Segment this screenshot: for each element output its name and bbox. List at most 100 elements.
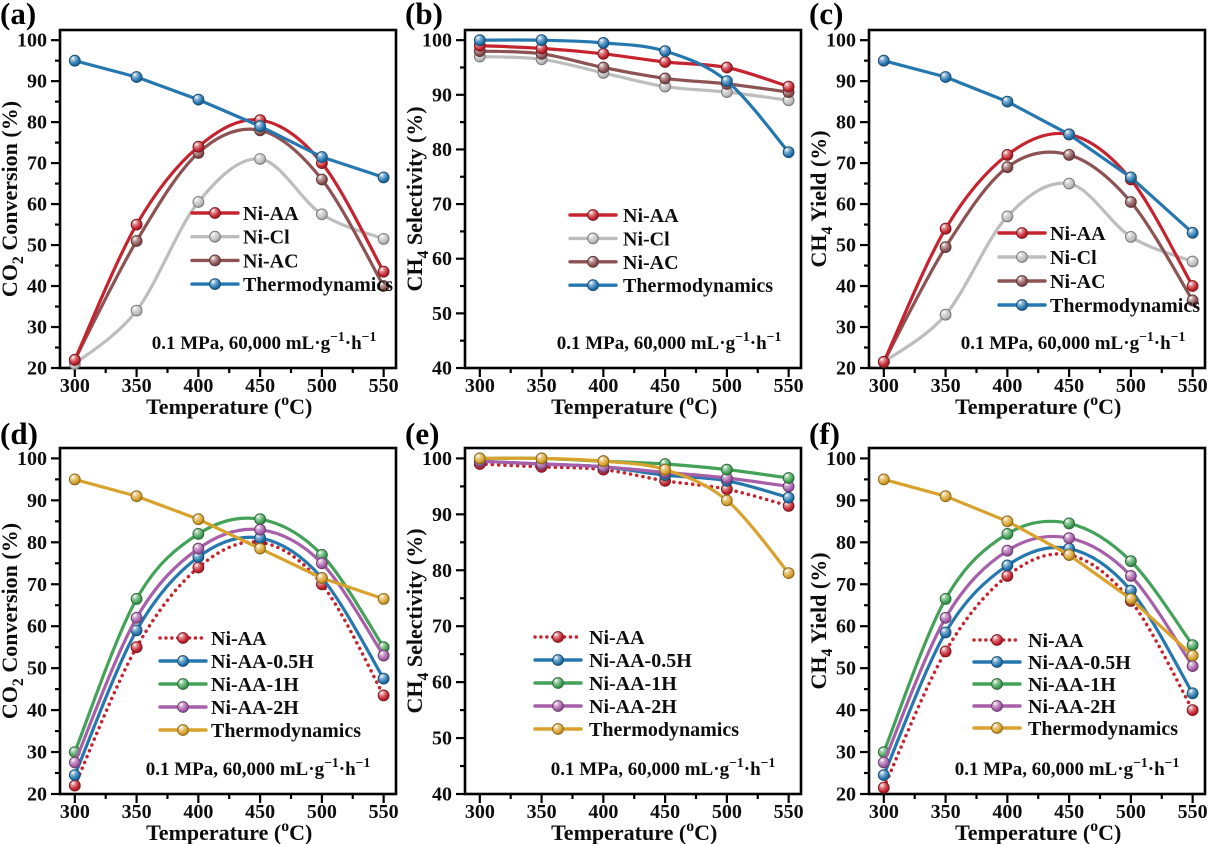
- legend-marker-Ni-AA-2H: [177, 701, 189, 713]
- data-point-marker: [721, 463, 733, 476]
- series-line-Ni-AA: [73, 118, 386, 362]
- y-tick-label: 20: [27, 784, 47, 806]
- data-point-marker: [877, 473, 890, 486]
- data-point-marker: [68, 54, 81, 67]
- y-tick-label: 70: [432, 616, 452, 638]
- data-point-marker: [659, 56, 672, 68]
- series-line-Ni-AA: [882, 552, 1195, 790]
- legend-marker-Ni-AA-1H: [177, 678, 189, 690]
- data-point-marker: [316, 572, 328, 584]
- data-point-marker: [597, 455, 610, 468]
- data-point-marker: [1186, 649, 1199, 662]
- legend-marker-Ni-Cl: [209, 230, 221, 243]
- y-tick-label: 90: [432, 84, 452, 106]
- data-point-marker: [1186, 255, 1199, 268]
- chart-panel-f: 20 30 40 50 60 70 80 90 100 300 350 400 450 500 550 Tem…: [809, 446, 1208, 844]
- legend-label-Thermodynamics: Thermodynamics: [1050, 295, 1200, 317]
- legend-label-Ni-AA-1H: Ni-AA-1H: [1028, 674, 1116, 696]
- x-tick-label: 400: [183, 801, 213, 823]
- plot-frame: [463, 28, 803, 370]
- data-point-marker: [377, 280, 390, 292]
- data-point-marker: [254, 523, 267, 536]
- x-tick-label: 500: [1116, 801, 1146, 823]
- panel-label-a: (a): [0, 0, 37, 31]
- data-point-marker: [1063, 149, 1076, 161]
- data-point-marker: [535, 34, 548, 47]
- x-tick-label: 350: [527, 801, 557, 823]
- legend-label-Ni-AA: Ni-AA: [1050, 223, 1106, 245]
- data-point-marker: [254, 542, 267, 555]
- x-tick-label: 300: [60, 801, 90, 823]
- series-line-Thermodynamics: [882, 477, 1195, 658]
- x-tick-label: 500: [307, 801, 337, 823]
- legend-marker-Ni-AA-0.5H: [177, 655, 189, 667]
- data-point-marker: [316, 557, 328, 570]
- series-line-Thermodynamics: [73, 477, 386, 601]
- data-point-marker: [939, 593, 952, 605]
- data-point-marker: [939, 611, 952, 624]
- y-tick-label: 80: [27, 112, 47, 134]
- x-tick-label: 300: [869, 375, 899, 397]
- legend-label-Ni-Cl: Ni-Cl: [623, 228, 670, 250]
- data-point-marker: [659, 463, 672, 476]
- data-point-marker: [1063, 517, 1076, 530]
- x-tick-label: 300: [465, 375, 495, 397]
- x-tick-label: 300: [60, 375, 90, 397]
- legend-marker-Ni-AA-2H: [552, 700, 564, 712]
- data-point-marker: [1001, 149, 1014, 161]
- data-point-marker: [377, 265, 390, 278]
- data-point-marker: [659, 72, 672, 85]
- y-tick-label: 90: [432, 504, 452, 526]
- y-tick-label: 20: [836, 784, 856, 806]
- legend-label-Ni-AA: Ni-AA: [589, 627, 645, 649]
- data-point-marker: [877, 54, 890, 67]
- y-tick-label: 100: [17, 448, 47, 470]
- data-point-marker: [782, 80, 795, 93]
- data-point-marker: [1001, 559, 1014, 572]
- panel-label-e: (e): [405, 416, 440, 451]
- x-tick-label: 400: [992, 801, 1022, 823]
- data-point-marker: [1125, 171, 1137, 184]
- data-point-marker: [130, 218, 143, 231]
- series-line-Ni-AA: [73, 540, 386, 788]
- data-point-marker: [377, 672, 390, 685]
- data-point-marker: [316, 173, 328, 186]
- y-tick-label: 30: [27, 317, 47, 339]
- legend-marker-Ni-AC: [209, 254, 221, 267]
- data-point-marker: [130, 593, 143, 605]
- x-tick-label: 300: [465, 801, 495, 823]
- legend-marker-Ni-AA: [209, 207, 221, 219]
- y-tick-label: 100: [826, 448, 856, 470]
- data-point-marker: [782, 472, 795, 484]
- y-tick-label: 90: [836, 71, 856, 93]
- x-tick-label: 550: [1178, 375, 1208, 397]
- data-point-marker: [1125, 555, 1137, 568]
- data-point-marker: [130, 490, 143, 503]
- y-tick-label: 30: [27, 742, 47, 764]
- series-line-Ni-AA-1H: [882, 519, 1195, 754]
- x-tick-label: 400: [588, 801, 618, 823]
- data-point-marker: [1001, 210, 1014, 223]
- x-tick-label: 550: [369, 375, 399, 397]
- data-point-marker: [377, 233, 390, 245]
- y-tick-label: 60: [27, 194, 47, 216]
- panel-label-b: (b): [405, 0, 443, 31]
- data-point-marker: [1125, 593, 1137, 605]
- legend-marker-Ni-Cl: [587, 232, 599, 245]
- legend-label-Ni-Cl: Ni-Cl: [243, 227, 290, 249]
- condition-annotation: 0.1 MPa, 60,000 mL·g−1·h−1: [961, 329, 1186, 354]
- data-point-marker: [1001, 528, 1014, 540]
- y-tick-label: 70: [836, 574, 856, 596]
- legend-label-Ni-AC: Ni-AC: [1050, 271, 1106, 293]
- data-point-marker: [192, 93, 205, 106]
- y-tick-label: 40: [836, 276, 856, 298]
- y-tick-label: 100: [17, 30, 47, 52]
- panel-label-c: (c): [809, 0, 844, 31]
- data-point-marker: [192, 528, 205, 540]
- data-point-marker: [377, 689, 390, 702]
- legend-marker-Ni-AA-1H: [991, 678, 1003, 690]
- data-point-marker: [659, 45, 672, 57]
- y-tick-label: 70: [836, 153, 856, 175]
- legend-label-Ni-AA-1H: Ni-AA-1H: [589, 673, 677, 695]
- condition-annotation: 0.1 MPa, 60,000 mL·g−1·h−1: [146, 755, 371, 780]
